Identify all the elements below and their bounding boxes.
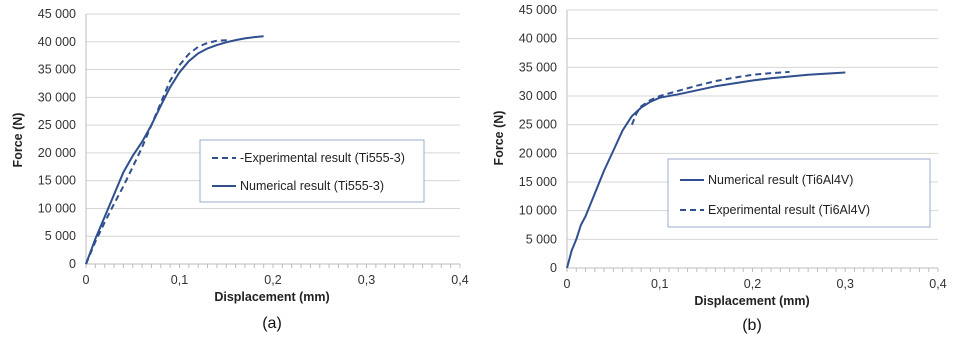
chart-a-y-tick-label: 45 000 bbox=[38, 7, 76, 21]
chart-b-legend-label-numerical: Numerical result (Ti6Al4V) bbox=[708, 173, 853, 187]
chart-a: 0 5 000 10 000 15 000 20 000 25 000 30 000 35 0… bbox=[11, 7, 469, 332]
chart-b-axes bbox=[566, 10, 939, 272]
chart-b-series-experimental-line bbox=[630, 70, 790, 126]
chart-b-caption: (b) bbox=[742, 317, 762, 334]
chart-b-series-numerical-line bbox=[566, 71, 846, 269]
chart-b-y-tick-label: 0 bbox=[550, 261, 557, 275]
chart-b-legend-box bbox=[667, 158, 931, 228]
chart-b-y-tick-label: 35 000 bbox=[519, 60, 557, 74]
chart-a-series bbox=[85, 35, 264, 265]
chart-b-y-tick-label: 25 000 bbox=[519, 118, 557, 132]
chart-a-x-tick-label: 0,1 bbox=[171, 273, 188, 287]
chart-a-series-numerical-line bbox=[85, 35, 264, 265]
chart-b-x-tick-label: 0,2 bbox=[744, 277, 761, 291]
chart-a-legend: -Experimental result (Ti555-3) Numerical… bbox=[199, 139, 425, 203]
chart-b-legend: Numerical result (Ti6Al4V) Experimental … bbox=[667, 158, 931, 228]
chart-a-y-tick-label: 10 000 bbox=[38, 201, 76, 215]
chart-b-y-tick-label: 45 000 bbox=[519, 3, 557, 17]
chart-b-y-tick-label: 40 000 bbox=[519, 32, 557, 46]
chart-a-gridlines bbox=[86, 13, 460, 237]
chart-b-x-tick-label: 0,1 bbox=[651, 277, 668, 291]
chart-b-x-axis-label: Displacement (mm) bbox=[694, 294, 809, 308]
chart-b-y-tick-label: 15 000 bbox=[519, 175, 557, 189]
chart-a-y-tick-label: 40 000 bbox=[38, 35, 76, 49]
chart-a-legend-label-numerical: Numerical result (Ti555-3) bbox=[240, 179, 384, 193]
chart-b: 0 5 000 10 000 15 000 20 000 25 000 30 000 35 0… bbox=[492, 3, 947, 334]
chart-b-x-tick-label: 0,4 bbox=[929, 277, 946, 291]
chart-a-x-tick-label: 0,3 bbox=[358, 273, 375, 287]
chart-a-y-axis-label: Force (N) bbox=[11, 113, 25, 168]
chart-b-series bbox=[566, 70, 846, 269]
chart-a-x-tick-label: 0,2 bbox=[264, 273, 281, 287]
chart-b-x-tick-label: 0 bbox=[564, 277, 571, 291]
chart-a-caption: (a) bbox=[262, 315, 282, 332]
chart-a-x-axis-label: Displacement (mm) bbox=[214, 290, 329, 304]
chart-b-x-tick-label: 0,3 bbox=[837, 277, 854, 291]
chart-a-x-tick-label: 0 bbox=[83, 273, 90, 287]
chart-a-y-tick-label: 20 000 bbox=[38, 146, 76, 160]
chart-a-axes bbox=[85, 14, 461, 268]
chart-b-y-tick-label: 5 000 bbox=[526, 232, 557, 246]
chart-a-y-tick-label: 0 bbox=[69, 257, 76, 271]
chart-a-x-tick-labels: 0 0,1 0,2 0,3 0,4 bbox=[83, 273, 469, 287]
chart-b-y-tick-label: 20 000 bbox=[519, 146, 557, 160]
chart-b-y-tick-label: 30 000 bbox=[519, 89, 557, 103]
chart-a-y-tick-label: 5 000 bbox=[45, 229, 76, 243]
chart-a-legend-box bbox=[199, 139, 425, 203]
chart-a-legend-label-experimental: -Experimental result (Ti555-3) bbox=[240, 151, 405, 165]
chart-b-y-tick-label: 10 000 bbox=[519, 204, 557, 218]
chart-b-y-tick-labels: 0 5 000 10 000 15 000 20 000 25 000 30 000 35 0… bbox=[519, 3, 557, 275]
chart-b-legend-label-experimental: Experimental result (Ti6Al4V) bbox=[708, 203, 870, 217]
chart-b-x-tick-labels: 0 0,1 0,2 0,3 0,4 bbox=[564, 277, 947, 291]
chart-a-y-tick-label: 35 000 bbox=[38, 63, 76, 77]
chart-a-y-tick-label: 30 000 bbox=[38, 90, 76, 104]
chart-a-y-tick-label: 25 000 bbox=[38, 118, 76, 132]
chart-a-y-tick-labels: 0 5 000 10 000 15 000 20 000 25 000 30 000 35 0… bbox=[38, 7, 76, 271]
chart-b-y-axis-label: Force (N) bbox=[492, 111, 506, 166]
chart-a-y-tick-label: 15 000 bbox=[38, 174, 76, 188]
chart-a-x-tick-label: 0,4 bbox=[451, 273, 468, 287]
